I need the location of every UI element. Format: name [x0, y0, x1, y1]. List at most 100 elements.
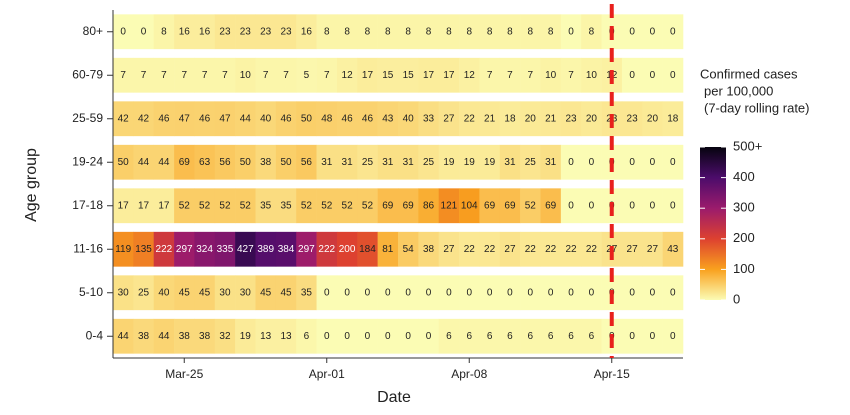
- heat-cell: [214, 14, 236, 50]
- heat-cell: [520, 14, 541, 50]
- heat-cell: [581, 101, 602, 137]
- heat-cell: [662, 144, 684, 180]
- heat-cell: [113, 144, 134, 180]
- heat-cell: [336, 318, 358, 354]
- cell-label: 30: [240, 287, 252, 298]
- heat-cell: [642, 188, 663, 224]
- heat-cell: [642, 101, 663, 137]
- cell-label: 427: [237, 244, 254, 255]
- cell-label: 47: [179, 113, 191, 124]
- heat-cell: [499, 101, 521, 137]
- cell-label: 7: [283, 70, 289, 81]
- cell-label: 7: [222, 70, 228, 81]
- heat-cell: [662, 57, 684, 93]
- cell-label: 31: [382, 157, 394, 168]
- heat-cell: [540, 275, 562, 311]
- colorbar-label: 100: [733, 261, 755, 276]
- cell-label: 23: [240, 26, 252, 37]
- cell-label: 0: [650, 331, 656, 342]
- cell-label: 50: [280, 157, 292, 168]
- cell-label: 8: [446, 26, 452, 37]
- cell-label: 8: [507, 26, 513, 37]
- cell-label: 52: [342, 200, 354, 211]
- heat-cell: [418, 318, 440, 354]
- cell-label: 7: [507, 70, 513, 81]
- heat-cell: [194, 318, 216, 354]
- heat-cell: [642, 275, 663, 311]
- heat-cell: [398, 318, 419, 354]
- cell-label: 38: [260, 157, 272, 168]
- cell-label: 46: [199, 113, 211, 124]
- cell-label: 27: [504, 244, 516, 255]
- cell-label: 8: [385, 26, 391, 37]
- cell-label: 23: [565, 113, 577, 124]
- cell-label: 0: [141, 26, 147, 37]
- cell-label: 15: [403, 70, 415, 81]
- cell-label: 7: [487, 70, 493, 81]
- cell-label: 0: [629, 70, 635, 81]
- heat-cell: [357, 318, 378, 354]
- cell-label: 17: [423, 70, 435, 81]
- cell-label: 44: [158, 157, 170, 168]
- cell-label: 69: [545, 200, 557, 211]
- heat-cell: [296, 57, 317, 93]
- heat-cell: [621, 275, 643, 311]
- heat-cell: [560, 188, 582, 224]
- cell-label: 12: [342, 70, 354, 81]
- cell-label: 7: [263, 70, 269, 81]
- heat-cell: [377, 144, 399, 180]
- cell-label: 7: [528, 70, 534, 81]
- cell-label: 335: [217, 244, 234, 255]
- heat-cell: [153, 144, 175, 180]
- cell-label: 200: [339, 244, 356, 255]
- heat-cell: [642, 318, 663, 354]
- heat-cell: [418, 144, 440, 180]
- heat-cell: [662, 318, 684, 354]
- heat-cell: [296, 318, 317, 354]
- heat-cell: [438, 188, 460, 224]
- heat-cell: [235, 275, 256, 311]
- heat-cell: [235, 231, 256, 267]
- cell-label: 15: [382, 70, 394, 81]
- cell-label: 324: [196, 244, 213, 255]
- heat-cell: [459, 318, 480, 354]
- heat-cell: [520, 144, 541, 180]
- cell-label: 20: [525, 113, 537, 124]
- cell-label: 119: [115, 244, 131, 255]
- heat-cell: [621, 144, 643, 180]
- heat-cell: [479, 188, 501, 224]
- heat-cell: [113, 188, 134, 224]
- cell-label: 38: [423, 244, 435, 255]
- heat-cell: [153, 14, 175, 50]
- cell-label: 0: [589, 157, 595, 168]
- heat-cell: [235, 101, 256, 137]
- heat-cell: [357, 101, 378, 137]
- x-axis-label: Date: [377, 389, 411, 406]
- heat-cell: [113, 101, 134, 137]
- cell-label: 297: [176, 244, 193, 255]
- heat-cell: [499, 14, 521, 50]
- cell-label: 21: [545, 113, 557, 124]
- cell-label: 18: [667, 113, 679, 124]
- cell-label: 8: [589, 26, 595, 37]
- heat-cell: [438, 318, 460, 354]
- heat-cell: [275, 275, 297, 311]
- heat-cell: [255, 144, 277, 180]
- cell-label: 22: [525, 244, 537, 255]
- heat-cell: [418, 188, 440, 224]
- heat-cell: [235, 57, 256, 93]
- cell-label: 44: [240, 113, 252, 124]
- heat-cell: [398, 275, 419, 311]
- cell-label: 25: [525, 157, 537, 168]
- cell-label: 47: [219, 113, 231, 124]
- cell-label: 69: [382, 200, 394, 211]
- cell-label: 10: [545, 70, 557, 81]
- heat-cell: [377, 14, 399, 50]
- cell-label: 20: [586, 113, 598, 124]
- cell-label: 22: [464, 113, 476, 124]
- cell-label: 6: [304, 331, 310, 342]
- cell-label: 0: [446, 287, 452, 298]
- cell-label: 5: [304, 70, 310, 81]
- heat-cell: [336, 188, 358, 224]
- cell-label: 86: [423, 200, 435, 211]
